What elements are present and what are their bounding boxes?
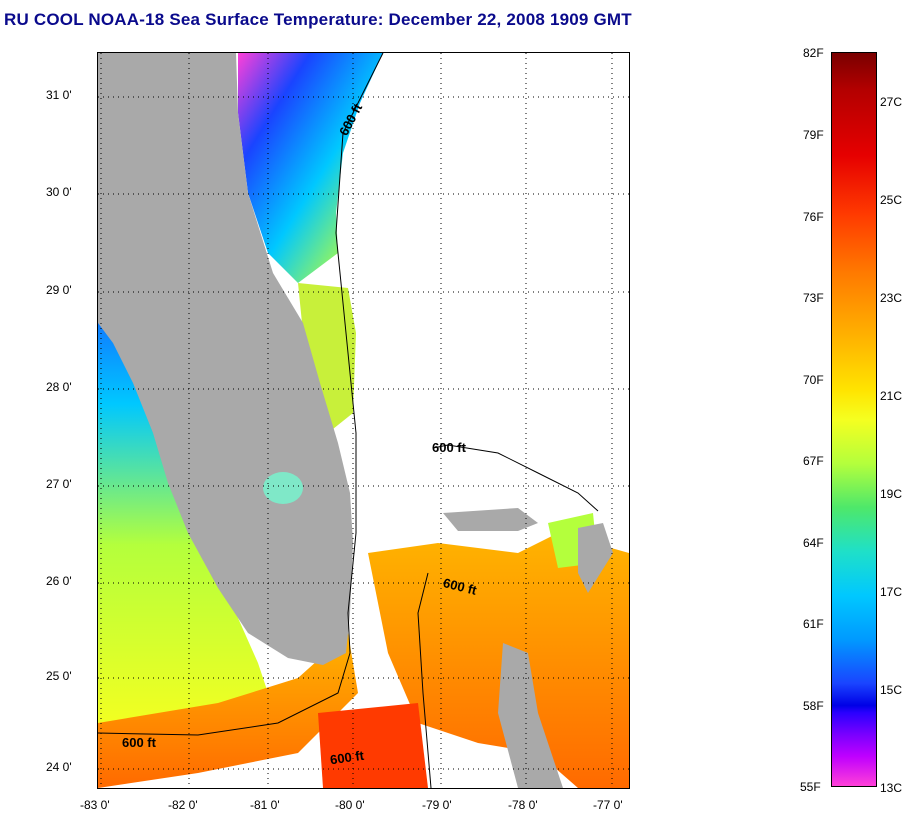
lon-label-78: -78 0' xyxy=(508,798,538,812)
colorbar-f-64: 64F xyxy=(803,536,824,550)
sst-north-swath xyxy=(238,53,383,283)
sst-map-canvas xyxy=(98,53,629,788)
colorbar-c-19: 19C xyxy=(880,487,903,501)
colorbar-c-21: 21C xyxy=(880,389,903,403)
lat-label-27: 27 0' xyxy=(46,477,72,491)
colorbar-f-79: 79F xyxy=(803,128,824,142)
sst-straits-hot xyxy=(318,703,428,788)
colorbar-c-27: 27C xyxy=(880,95,903,109)
isobath-600ft-bahamas-west xyxy=(417,572,432,788)
florida-land xyxy=(98,53,353,665)
isobath-label-bahamas: 600 ft xyxy=(432,440,466,455)
colorbar-f-70: 70F xyxy=(803,373,824,387)
colorbar-f-76: 76F xyxy=(803,210,824,224)
sst-bahamas-warm xyxy=(368,533,629,788)
abaco-land xyxy=(578,523,613,593)
graticule xyxy=(98,53,629,788)
page-title: RU COOL NOAA-18 Sea Surface Temperature:… xyxy=(4,10,632,29)
lat-label-30: 30 0' xyxy=(46,185,72,199)
isobath-600ft-bahamas-north xyxy=(432,444,599,512)
lon-label-82: -82 0' xyxy=(168,798,198,812)
colorbar-c-23: 23C xyxy=(880,291,903,305)
colorbar-c-25: 25C xyxy=(880,193,903,207)
lon-label-79: -79 0' xyxy=(422,798,452,812)
lat-label-26: 26 0' xyxy=(46,574,72,588)
isobath-600ft-florida xyxy=(98,53,384,736)
sst-east-coast-strip xyxy=(298,283,356,433)
colorbar-c-13: 13C xyxy=(880,781,903,795)
colorbar-f-58: 58F xyxy=(803,699,824,713)
colorbar-c-17: 17C xyxy=(880,585,903,599)
isobath-label-keys: 600 ft xyxy=(122,735,156,750)
lat-label-25: 25 0' xyxy=(46,669,72,683)
colorbar-c-15: 15C xyxy=(880,683,903,697)
colorbar-f-55: 55F xyxy=(800,780,821,794)
colorbar-f-67: 67F xyxy=(803,454,824,468)
colorbar-f-73: 73F xyxy=(803,291,824,305)
temperature-colorbar xyxy=(831,52,877,787)
andros-land xyxy=(498,643,563,788)
colorbar-f-82: 82F xyxy=(803,46,824,60)
lat-label-24: 24 0' xyxy=(46,760,72,774)
lat-label-28: 28 0' xyxy=(46,380,72,394)
grand-bahama-land xyxy=(443,508,538,531)
colorbar-f-61: 61F xyxy=(803,617,824,631)
lat-label-29: 29 0' xyxy=(46,283,72,297)
sst-keys-band xyxy=(98,633,358,788)
lake-okeechobee xyxy=(263,472,303,504)
lat-label-31: 31 0' xyxy=(46,88,72,102)
lon-label-80: -80 0' xyxy=(335,798,365,812)
lon-label-77: -77 0' xyxy=(593,798,623,812)
lon-label-83: -83 0' xyxy=(80,798,110,812)
sst-map: 600 ft 600 ft 600 ft 600 ft 600 ft xyxy=(97,52,630,789)
lon-label-81: -81 0' xyxy=(250,798,280,812)
